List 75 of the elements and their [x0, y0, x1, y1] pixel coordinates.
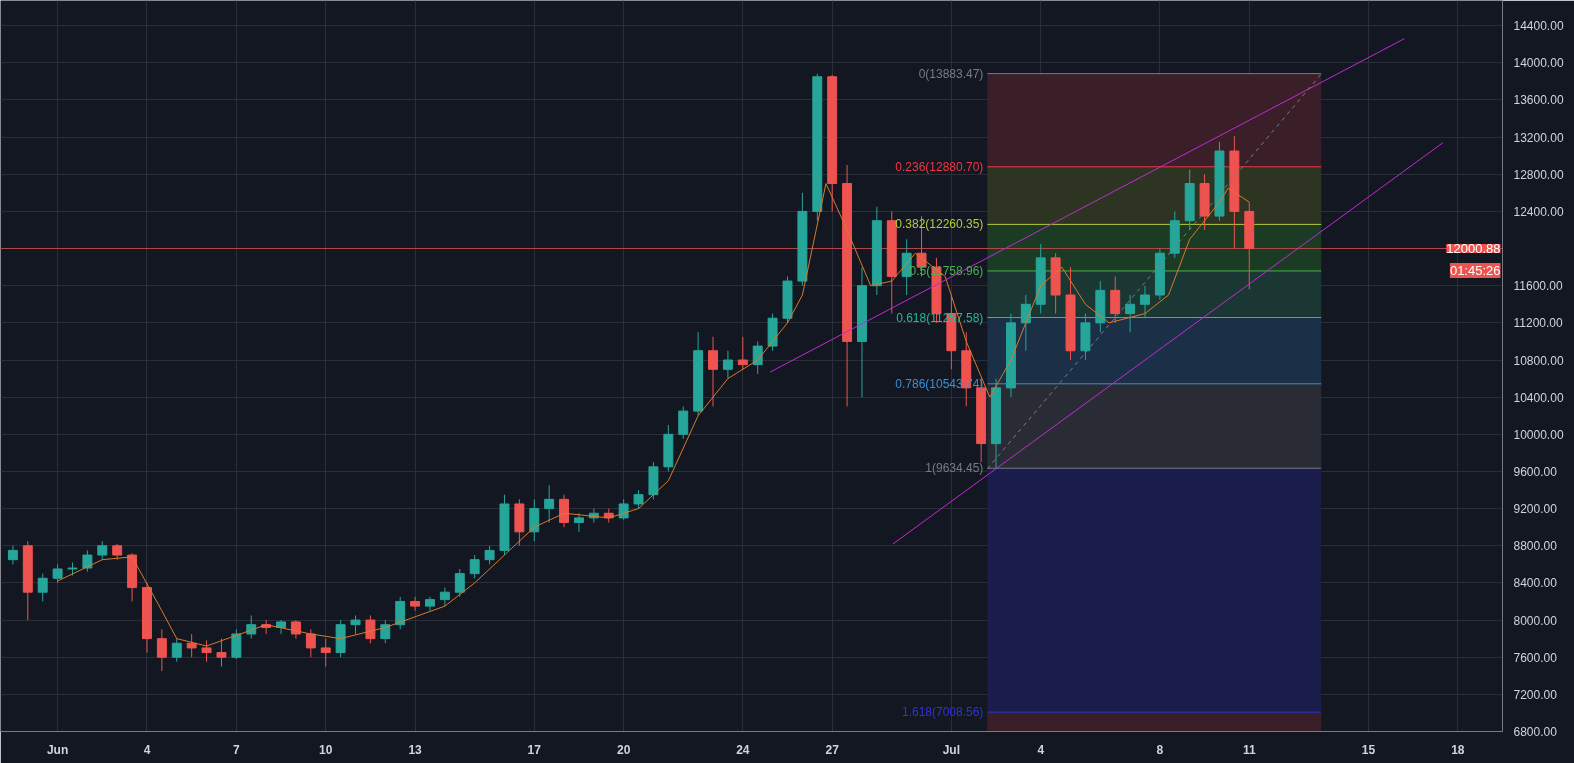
y-tick-label: 13200.00 [1513, 130, 1564, 145]
y-tick-label: 10000.00 [1513, 427, 1564, 442]
y-tick-label: 7200.00 [1513, 687, 1558, 702]
x-tick-label: 10 [319, 742, 333, 757]
y-tick-label: 7600.00 [1513, 650, 1558, 665]
x-tick-label: 13 [408, 742, 423, 757]
ref-line-label: 1(9634.45) [925, 461, 984, 476]
y-tick-label: 8400.00 [1513, 576, 1558, 591]
x-tick-label: 11 [1242, 742, 1256, 757]
candlestick [52, 563, 63, 584]
x-tick-label: 4 [143, 742, 151, 757]
candlestick [1020, 294, 1031, 352]
y-tick-label: 14400.00 [1513, 19, 1564, 34]
candlestick [708, 336, 718, 407]
x-tick-label: 8 [1156, 742, 1164, 757]
ref-line-label: 1.618(7008.56) [901, 705, 984, 720]
candlestick [7, 545, 18, 565]
candlestick [156, 628, 167, 672]
candlestick [439, 587, 450, 607]
candlestick [752, 340, 763, 375]
x-tick-label: 24 [736, 742, 750, 757]
y-tick-label: 9600.00 [1513, 464, 1558, 479]
y-tick-label: 8000.00 [1513, 613, 1558, 628]
candlestick [395, 596, 406, 630]
ref-line-label: 0(13883.47) [918, 66, 984, 81]
x-tick-label: 17 [527, 742, 542, 757]
x-tick-label: Jul [942, 742, 961, 757]
x-tick-label: 15 [1361, 742, 1376, 757]
candlestick [1110, 275, 1121, 324]
y-tick-label: 8800.00 [1513, 539, 1558, 554]
candlestick [573, 512, 584, 533]
candlestick [216, 638, 227, 667]
x-tick-label: 18 [1451, 742, 1465, 757]
candlestick [186, 633, 197, 658]
candlestick [722, 350, 733, 380]
x-tick-label: 4 [1037, 742, 1045, 757]
candlestick [37, 573, 48, 602]
candlestick [410, 596, 421, 612]
y-tick-label: 12800.00 [1513, 167, 1564, 182]
annotation: 01:45:26 [1449, 262, 1501, 278]
candlestick [305, 628, 316, 658]
y-tick-label: 6800.00 [1513, 725, 1558, 739]
candlestick [529, 498, 540, 542]
x-tick-label: Jun [46, 742, 69, 757]
candlestick [559, 494, 570, 528]
y-tick-label: 11200.00 [1513, 316, 1563, 331]
candlestick [201, 639, 212, 663]
candlestick [484, 545, 495, 565]
candlestick [380, 619, 391, 644]
y-tick-label: 10800.00 [1513, 353, 1564, 368]
candlestick [97, 540, 108, 561]
x-tick-label: 7 [233, 742, 241, 757]
candlestick [737, 336, 748, 370]
y-tick-label: 13600.00 [1513, 93, 1564, 108]
y-tick-label: 14000.00 [1513, 56, 1564, 71]
y-tick-label: 9200.00 [1513, 502, 1558, 517]
x-tick-label: 20 [616, 742, 631, 757]
y-tick-label: 12400.00 [1513, 204, 1564, 219]
x-tick-label: 27 [825, 742, 840, 757]
candlestick [454, 568, 465, 598]
y-tick-label: 11600.00 [1513, 279, 1563, 294]
ref-line-label: 12000.88 [1446, 240, 1501, 256]
ref-line-label: 0.236(12880.70) [895, 159, 984, 174]
candlestick [1140, 285, 1150, 319]
candlestick [365, 614, 376, 644]
candlestick [350, 614, 361, 635]
candlestick [231, 628, 242, 660]
candlestick [678, 405, 689, 440]
candlestick [469, 554, 480, 579]
y-tick-label: 10400.00 [1513, 390, 1564, 405]
candlestick [544, 484, 555, 524]
candlestick [320, 638, 331, 667]
candlestick [633, 489, 644, 510]
candlestick [171, 638, 182, 663]
candlestick [1125, 294, 1136, 333]
